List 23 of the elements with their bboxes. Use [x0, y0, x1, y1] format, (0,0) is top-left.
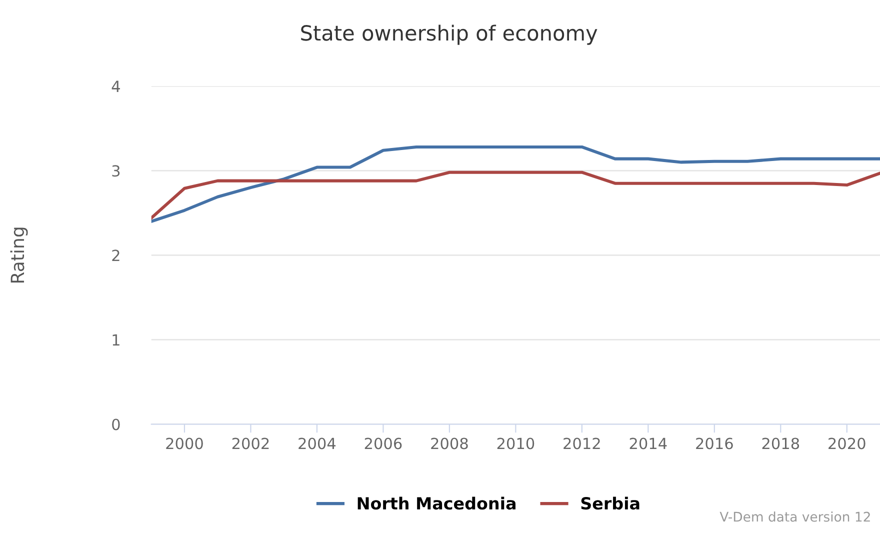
y-tick-label: 2	[112, 250, 120, 261]
y-tick-label: 3	[112, 165, 120, 177]
x-tick-label: 2014	[630, 438, 667, 450]
legend-label: Serbia	[581, 496, 640, 510]
x-tick-label: 2002	[232, 438, 269, 450]
x-tick-label: 2006	[364, 438, 402, 450]
legend-label: North Macedonia	[358, 496, 516, 510]
y-tick-label: 4	[112, 80, 120, 92]
x-tick-label: 2018	[762, 438, 800, 450]
y-axis-title: Rating	[10, 228, 28, 283]
x-tick-label: 2008	[431, 438, 468, 450]
x-tick-label: 2010	[497, 438, 534, 450]
text: V-Dem data version 12	[720, 512, 870, 522]
chart-title: State ownership of economy	[301, 24, 598, 45]
x-tick-label: 2012	[564, 438, 600, 450]
x-tick-label: 2004	[298, 438, 336, 450]
x-tick-label: 2000	[166, 438, 203, 450]
y-tick-label: 1	[112, 334, 120, 346]
x-tick-label: 2020	[828, 438, 866, 450]
x-tick-label: 2016	[696, 438, 733, 450]
line-series	[151, 170, 880, 220]
y-tick-label: 0	[112, 418, 120, 430]
line-series	[151, 145, 880, 223]
